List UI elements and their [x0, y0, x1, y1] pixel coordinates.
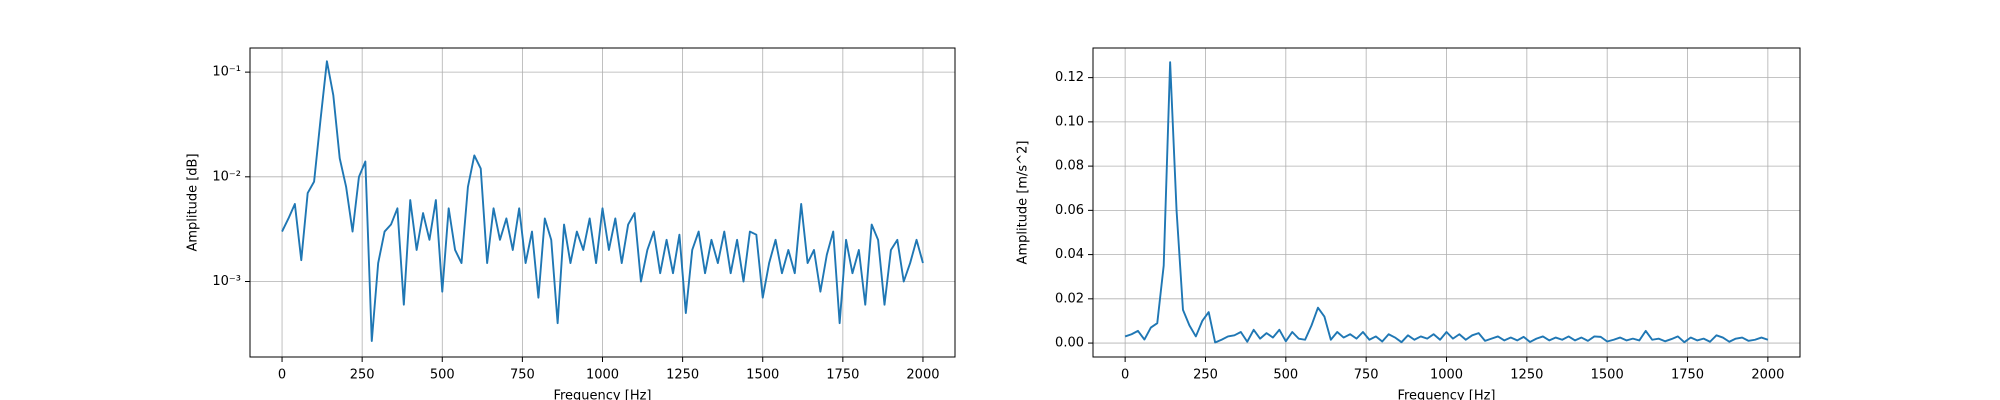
x-tick-label: 1250 — [666, 368, 699, 383]
x-tick-label: 1000 — [1430, 368, 1463, 383]
y-tick-label: 0.00 — [1055, 336, 1084, 351]
y-axis-label: Amplitude [dB] — [186, 153, 201, 251]
y-tick-label: 10⁻³ — [212, 274, 241, 289]
x-tick-label: 500 — [1273, 368, 1298, 383]
data-line — [1124, 61, 1769, 344]
y-tick-label: 0.12 — [1055, 70, 1084, 85]
x-axis-label: Frequency [Hz] — [553, 389, 651, 400]
x-tick-label: 250 — [350, 368, 375, 383]
x-tick-label: 0 — [1121, 368, 1129, 383]
axes-frame — [249, 47, 956, 358]
x-tick-label: 2000 — [1751, 368, 1784, 383]
y-tick-label: 0.04 — [1055, 247, 1084, 262]
x-tick-label: 1500 — [1591, 368, 1624, 383]
y-tick-label: 10⁻¹ — [212, 65, 241, 80]
y-tick-label: 0.02 — [1055, 291, 1084, 306]
x-tick-label: 2000 — [906, 368, 939, 383]
y-tick-label: 0.06 — [1055, 203, 1084, 218]
x-tick-label: 1250 — [1510, 368, 1543, 383]
x-tick-label: 500 — [430, 368, 455, 383]
axes-frame — [1092, 47, 1801, 358]
y-tick-label: 0.08 — [1055, 159, 1084, 174]
x-tick-label: 0 — [278, 368, 286, 383]
y-axis-label: Amplitude [m/s^2] — [1016, 141, 1031, 265]
x-tick-label: 750 — [1354, 368, 1379, 383]
x-tick-label: 1500 — [746, 368, 779, 383]
x-tick-label: 1750 — [826, 368, 859, 383]
x-tick-label: 1000 — [586, 368, 619, 383]
data-line — [281, 60, 924, 342]
x-axis-label: Frequency [Hz] — [1397, 389, 1495, 400]
x-tick-label: 750 — [510, 368, 535, 383]
y-tick-label: 10⁻² — [212, 169, 241, 184]
y-tick-label: 0.10 — [1055, 114, 1084, 129]
x-tick-label: 1750 — [1671, 368, 1704, 383]
x-tick-label: 250 — [1193, 368, 1218, 383]
